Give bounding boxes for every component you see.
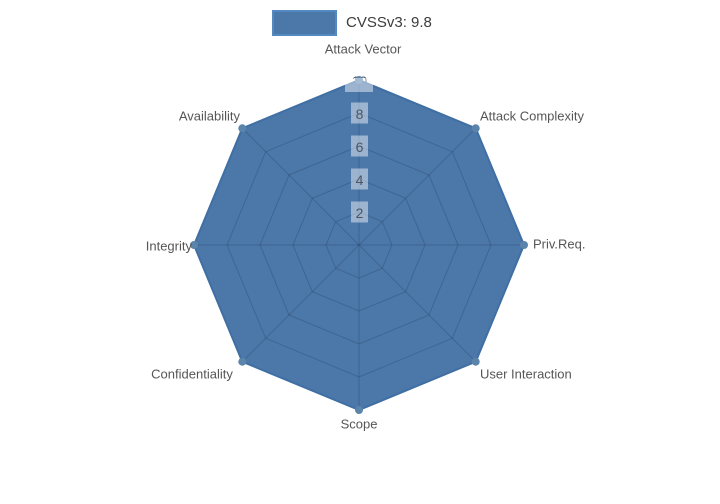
legend-swatch xyxy=(272,10,337,36)
tick-box-2 xyxy=(351,201,368,223)
tick-label-4: 4 xyxy=(356,172,364,188)
axis-label-scope: Scope xyxy=(341,417,378,432)
tick-box-4 xyxy=(351,168,368,190)
radar-spoke-availability xyxy=(241,127,360,246)
data-point-confidentiality xyxy=(238,357,247,366)
tick-label-6: 6 xyxy=(356,139,364,155)
data-point-user-interaction xyxy=(471,357,480,366)
radar-spoke-confidentiality xyxy=(241,244,360,363)
radar-grid-ring-8 xyxy=(226,112,492,378)
radar-grid-ring-2 xyxy=(325,211,393,279)
axis-label-confidentiality: Confidentiality xyxy=(151,367,233,382)
axis-label-user-interaction: User Interaction xyxy=(480,367,572,382)
data-point-availability xyxy=(238,124,247,133)
axis-label-integrity: Integrity xyxy=(146,239,193,254)
legend-label: CVSSv3: 9.8 xyxy=(346,14,432,31)
tick-box-8 xyxy=(351,102,368,124)
tick-label-2: 2 xyxy=(356,205,364,221)
tick-box-overlay-10 xyxy=(345,78,373,92)
legend-item[interactable]: CVSSv3: 9.8 xyxy=(272,10,432,36)
tick-label-8: 8 xyxy=(356,106,364,122)
radar-spoke-attack-complexity xyxy=(358,127,477,246)
axis-label-priv-req: Priv.Req. xyxy=(533,237,586,252)
radar-spoke-user-interaction xyxy=(358,244,477,363)
data-point-attack-complexity xyxy=(471,124,480,133)
data-point-attack-vector xyxy=(355,76,363,84)
radar-grid-ring-4 xyxy=(292,178,426,312)
tick-box-6 xyxy=(351,135,368,157)
axis-label-availability: Availability xyxy=(179,109,241,124)
radar-grid-ring-6 xyxy=(259,145,459,345)
data-point-scope xyxy=(355,406,363,414)
data-point-integrity xyxy=(190,241,198,249)
data-point-priv-req xyxy=(520,241,528,249)
axis-label-attack-vector: Attack Vector xyxy=(325,42,402,57)
axis-label-attack-complexity: Attack Complexity xyxy=(480,109,585,124)
